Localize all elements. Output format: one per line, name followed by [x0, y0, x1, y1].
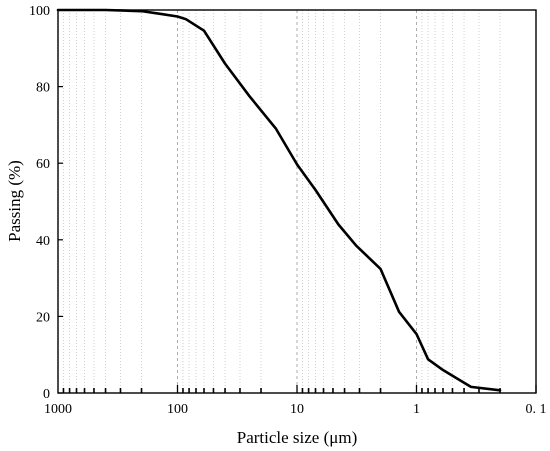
y-tick-labels: 0 20 40 60 80 100: [29, 4, 50, 402]
x-axis-label: Particle size (μm): [237, 428, 358, 447]
series-layer: [56, 8, 502, 392]
x-tick-label: 10: [290, 402, 304, 417]
series-line: [56, 8, 502, 392]
y-tick-label: 20: [36, 310, 50, 325]
y-axis-label: Passing (%): [5, 160, 24, 242]
x-tick-label: 1: [413, 402, 420, 417]
grid-lines: [63, 10, 501, 393]
x-tick-label: 0. 1: [526, 402, 547, 417]
x-tick-label: 100: [167, 402, 188, 417]
y-tick-label: 60: [36, 157, 50, 172]
y-tick-label: 80: [36, 81, 50, 96]
y-tick-label: 0: [43, 387, 50, 402]
plot-frame: [57, 9, 537, 394]
x-tick-label: 1000: [44, 402, 72, 417]
y-tick-label: 40: [36, 234, 50, 249]
x-tick-labels: 1000 100 10 1 0. 1: [44, 402, 547, 417]
y-tick-label: 100: [29, 4, 50, 19]
